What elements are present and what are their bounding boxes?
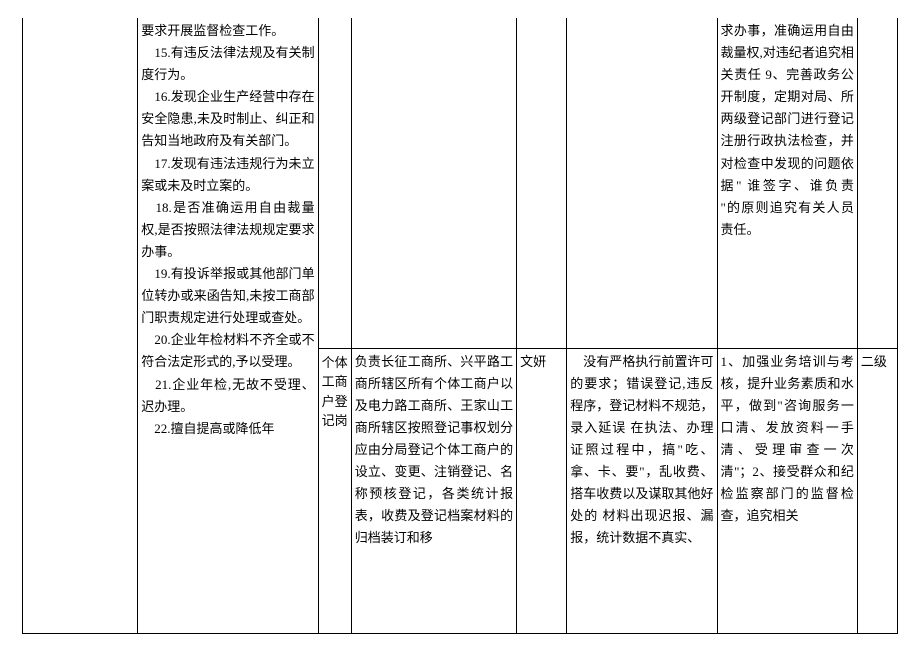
cell-col6-bottom: 没有严格执行前置许可的要求；错误登记,违反程序，登记材料不规范，录入延误 在执法… — [567, 348, 717, 633]
cell-col1 — [23, 18, 138, 633]
cell-col8-top — [857, 18, 897, 348]
cell-col3-bottom: 个体工商户登记岗 — [318, 348, 351, 633]
table-row: 要求开展监督检查工作。 15.有违反法律法规及有关制度行为。 16.发现企业生产… — [23, 18, 898, 348]
cell-text: 要求开展监督检查工作。 15.有违反法律法规及有关制度行为。 16.发现企业生产… — [141, 20, 314, 440]
cell-col4-bottom: 负责长征工商所、兴平路工商所辖区所有个体工商户以及电力路工商所、王家山工商所辖区… — [351, 348, 516, 633]
cell-col6-top — [567, 18, 717, 348]
document-table: 要求开展监督检查工作。 15.有违反法律法规及有关制度行为。 16.发现企业生产… — [22, 18, 898, 634]
cell-text: 负责长征工商所、兴平路工商所辖区所有个体工商户以及电力路工商所、王家山工商所辖区… — [355, 351, 513, 550]
cell-col2: 要求开展监督检查工作。 15.有违反法律法规及有关制度行为。 16.发现企业生产… — [138, 18, 318, 633]
cell-col5-bottom: 文妍 — [517, 348, 567, 633]
cell-col8-bottom: 二级 — [857, 348, 897, 633]
cell-text: 1、加强业务培训与考核，提升业务素质和水平，做到"咨询服务一口清、发放资料一手清… — [721, 351, 854, 528]
cell-col5-top — [517, 18, 567, 348]
cell-col7-top: 求办事，准确运用自由裁量权,对违纪者追究相关责任 9、完善政务公开制度，定期对局… — [717, 18, 857, 348]
cell-col4-top — [351, 18, 516, 348]
cell-text: 求办事，准确运用自由裁量权,对违纪者追究相关责任 9、完善政务公开制度，定期对局… — [721, 20, 854, 241]
cell-col7-bottom: 1、加强业务培训与考核，提升业务素质和水平，做到"咨询服务一口清、发放资料一手清… — [717, 348, 857, 633]
cell-text: 没有严格执行前置许可的要求；错误登记,违反程序，登记材料不规范，录入延误 在执法… — [570, 351, 713, 550]
cell-col3-top — [318, 18, 351, 348]
cell-text: 文妍 — [520, 351, 563, 373]
cell-text: 个体工商户登记岗 — [322, 351, 348, 431]
cell-text: 二级 — [861, 351, 894, 373]
